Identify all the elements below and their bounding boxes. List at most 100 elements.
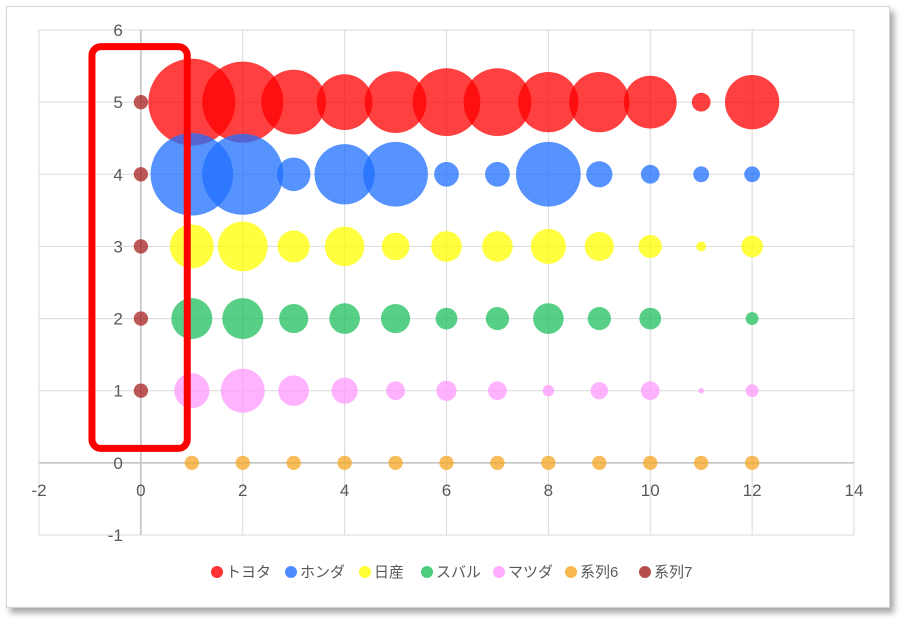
bubble-point bbox=[533, 303, 564, 334]
bubble-point bbox=[171, 298, 213, 340]
legend-label: スバル bbox=[436, 564, 481, 581]
bubble-point bbox=[331, 377, 358, 404]
x-tick-label: 2 bbox=[238, 481, 247, 500]
y-tick-label: 6 bbox=[113, 21, 122, 40]
annotation bbox=[88, 43, 191, 452]
bubble-point bbox=[744, 455, 760, 471]
y-tick-label: -1 bbox=[108, 526, 123, 545]
legend-item: 系列7 bbox=[639, 564, 692, 581]
bubble-point bbox=[222, 298, 264, 340]
legend-marker bbox=[211, 566, 223, 578]
legend-label: 系列6 bbox=[580, 564, 618, 581]
y-tick-label: 0 bbox=[113, 454, 122, 473]
bubble-point bbox=[277, 230, 310, 263]
bubble-point bbox=[698, 387, 704, 394]
bubble-point bbox=[485, 306, 510, 331]
bubble-point bbox=[133, 167, 149, 182]
y-tick-label: 1 bbox=[113, 382, 122, 401]
x-tick-label: 10 bbox=[641, 481, 660, 500]
series-4 bbox=[171, 298, 759, 340]
bubble-point bbox=[643, 455, 658, 471]
highlight-box bbox=[88, 43, 191, 452]
bubble-point bbox=[276, 157, 311, 192]
bubble-point bbox=[592, 455, 607, 471]
bubble-point bbox=[316, 74, 373, 131]
bubble-point bbox=[693, 166, 710, 183]
bubble-point bbox=[623, 75, 677, 129]
bubble-point bbox=[435, 307, 458, 330]
bubble-point bbox=[436, 380, 457, 401]
legend-marker bbox=[565, 566, 577, 578]
bubble-point bbox=[388, 455, 403, 471]
bubble-point bbox=[261, 69, 327, 135]
bubble-point bbox=[314, 144, 375, 205]
chart-frame: -2 0 2 4 6 8 10 12 14 -1 0 1 2 3 4 5 6 トヨタ ホンダ 日産 スバル マツダ 系列6… bbox=[6, 6, 890, 608]
legend-item: スバル bbox=[421, 564, 481, 581]
bubble-point bbox=[696, 241, 707, 252]
bubble-point bbox=[745, 312, 759, 325]
legend-label: トヨタ bbox=[226, 564, 271, 581]
bubble-point bbox=[530, 228, 566, 264]
bubble-point bbox=[431, 231, 462, 262]
bubble-point bbox=[380, 303, 411, 334]
bubble-point bbox=[217, 221, 268, 272]
legend-label: 日産 bbox=[374, 564, 404, 581]
bubble-point bbox=[439, 455, 454, 471]
legend-marker bbox=[285, 566, 297, 578]
bubble-point bbox=[434, 161, 459, 187]
legend-marker bbox=[359, 566, 371, 578]
bubble-point bbox=[364, 71, 427, 134]
bubble-point bbox=[691, 92, 711, 112]
x-tick-label: 12 bbox=[743, 481, 762, 500]
bubble-point bbox=[482, 231, 513, 262]
y-tick-label: 2 bbox=[113, 310, 122, 329]
bubble-point bbox=[745, 384, 759, 398]
bubble-point bbox=[202, 133, 284, 215]
bubble-point bbox=[741, 235, 763, 258]
x-tick-label: 14 bbox=[845, 481, 864, 500]
series-5 bbox=[174, 368, 759, 413]
x-tick-label: 6 bbox=[442, 481, 451, 500]
bubble-point bbox=[386, 381, 405, 401]
bubble-point bbox=[542, 385, 555, 397]
bubble-point bbox=[518, 72, 579, 133]
bubble-point bbox=[490, 455, 505, 471]
bubble-point bbox=[169, 224, 214, 269]
bubble-point bbox=[324, 226, 365, 267]
bubble-point bbox=[516, 141, 581, 207]
bubble-point bbox=[381, 232, 410, 261]
bubble-point bbox=[485, 161, 510, 187]
bubble-point bbox=[586, 161, 613, 188]
bubble-point bbox=[337, 455, 352, 471]
bubble-point bbox=[488, 381, 507, 401]
bubble-point bbox=[587, 306, 611, 331]
bubble-point bbox=[694, 455, 709, 471]
bubble-point bbox=[541, 455, 556, 471]
series-2 bbox=[150, 133, 761, 216]
bubble-point bbox=[640, 164, 660, 184]
x-tick-label: 4 bbox=[340, 481, 349, 500]
series-6 bbox=[184, 455, 760, 471]
legend-item: 系列6 bbox=[565, 564, 618, 581]
bubble-point bbox=[133, 239, 149, 254]
bubble-point bbox=[463, 68, 532, 136]
bubble-point bbox=[235, 455, 250, 471]
bubble-point bbox=[412, 68, 481, 136]
bubble-point bbox=[329, 303, 360, 334]
legend-item: ホンダ bbox=[285, 564, 345, 581]
bubble-point bbox=[640, 381, 660, 401]
x-tick-label: 0 bbox=[136, 481, 145, 500]
bubble-point bbox=[569, 72, 630, 133]
legend-label: 系列7 bbox=[654, 564, 692, 581]
legend-item: トヨタ bbox=[211, 564, 271, 581]
bubble-point bbox=[724, 74, 780, 130]
legend-label: マツダ bbox=[508, 564, 553, 581]
legend-item: 日産 bbox=[359, 564, 404, 581]
bubble-point bbox=[638, 234, 662, 259]
x-tick-label: 8 bbox=[544, 481, 553, 500]
bubble-point bbox=[220, 368, 265, 413]
bubble-point bbox=[133, 383, 149, 398]
bubbles bbox=[133, 58, 780, 471]
